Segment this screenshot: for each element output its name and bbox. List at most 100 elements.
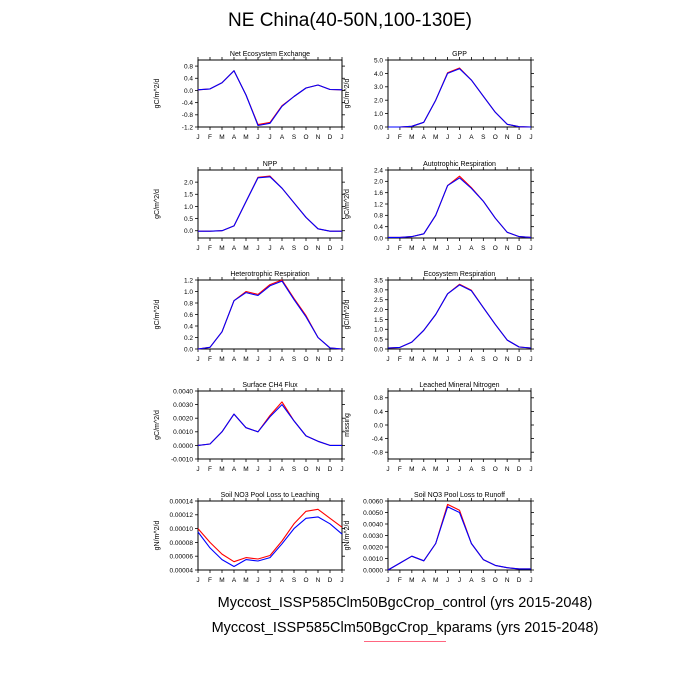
panel-5-ytick-label: 0.2 — [184, 335, 193, 342]
panel-4-xtick-label: N — [505, 245, 510, 252]
panel-8-ytick-label: -0.4 — [372, 436, 384, 443]
panel-5-xtick-label: J — [340, 356, 343, 363]
panel-10-xtick-label: D — [517, 577, 522, 584]
panel-2-ytick-label: 0.0 — [374, 124, 383, 131]
panel-2-xtick-label: M — [409, 134, 414, 141]
panel-8-ylabel: missing — [344, 413, 351, 437]
panel-2-xtick-label: D — [517, 134, 522, 141]
panel-5-frame — [197, 279, 343, 350]
panel-6-ytick-label: 2.0 — [374, 307, 383, 314]
panel-2-frame — [387, 59, 532, 128]
panel-6-ylabel: gC/m^2/d — [344, 300, 351, 330]
panel-8-ytick-label: 0.0 — [374, 422, 383, 429]
panel-7-xtick-label: N — [316, 466, 321, 473]
panel-2-xtick-label: S — [481, 134, 486, 141]
panel-1-frame — [197, 59, 343, 128]
panel-5-xtick-label: A — [232, 356, 237, 363]
panel-2-xtick-label: F — [398, 134, 402, 141]
panel-2-ylabel: gC/m^2/d — [344, 79, 351, 109]
panel-8-xtick-label: N — [505, 466, 510, 473]
panel-6-frame — [387, 279, 532, 350]
panel-2-xtick-label: N — [505, 134, 510, 141]
panel-4-ytick-label: 2.0 — [374, 179, 383, 186]
panel-10-ytick-label: 0.0010 — [363, 556, 383, 563]
panel-6-xtick-label: J — [529, 356, 532, 363]
panel-4-xtick-label: J — [458, 245, 461, 252]
panel-6-ytick-label: 2.5 — [374, 297, 383, 304]
panel-9-xtick-label: S — [292, 577, 297, 584]
panel-1-xtick-label: N — [316, 134, 321, 141]
panel-5-xtick-label: S — [292, 356, 297, 363]
panel-4-frame — [387, 169, 532, 239]
panel-1-series-kparams-line — [197, 70, 343, 126]
panel-2-series-kparams-line — [388, 67, 532, 128]
panel-5-xtick-label: O — [303, 356, 308, 363]
panel-9-ytick-label: 0.00012 — [170, 512, 194, 519]
panel-2-title: GPP — [452, 51, 467, 58]
panel-8-xtick-label: J — [386, 466, 389, 473]
panel-4-title: Autotrophic Respiration — [423, 161, 496, 168]
panel-2-series-control-line — [388, 68, 532, 128]
panel-3-xtick-label: J — [196, 245, 199, 252]
panel-3-ytick-label: 0.0 — [184, 228, 193, 235]
panel-7-xtick-label: M — [243, 466, 248, 473]
panel-7-xtick-label: O — [303, 466, 308, 473]
panel-2-xtick-label: J — [458, 134, 461, 141]
panel-9-xtick-label: M — [243, 577, 248, 584]
panel-7-ytick-label: 0.0040 — [173, 388, 193, 395]
panel-2-xtick-label: O — [493, 134, 498, 141]
panel-6-ytick-label: 1.0 — [374, 327, 383, 334]
panel-6-xtick-label: N — [505, 356, 510, 363]
panel-7-ytick-label: 0.0030 — [173, 402, 193, 409]
panel-6-ytick-label: 0.0 — [374, 346, 383, 353]
panel-5-series-kparams-line — [197, 279, 343, 350]
panel-10-xtick-label: S — [481, 577, 486, 584]
panel-3-xtick-label: J — [268, 245, 271, 252]
panel-1-xtick-label: A — [280, 134, 285, 141]
panel-10-ytick-label: 0.0060 — [363, 498, 383, 505]
panel-1-xtick-label: O — [303, 134, 308, 141]
panel-5-ytick-label: 0.8 — [184, 300, 193, 307]
panel-8-xtick-label: F — [398, 466, 402, 473]
panel-2-xtick-label: A — [422, 134, 427, 141]
panel-5-xtick-label: A — [280, 356, 285, 363]
panel-5-xtick-label: M — [219, 356, 224, 363]
panel-1-xtick-label: J — [256, 134, 259, 141]
panel-10-ytick-label: 0.0020 — [363, 544, 383, 551]
panel-1-xtick-label: F — [208, 134, 212, 141]
panel-9-xtick-label: F — [208, 577, 212, 584]
panel-4-xtick-label: D — [517, 245, 522, 252]
panel-6-xtick-label: J — [446, 356, 449, 363]
panel-5-xtick-label: M — [243, 356, 248, 363]
panel-2-ytick-label: 1.0 — [374, 111, 383, 118]
panel-1-xtick-label: S — [292, 134, 297, 141]
panel-4-xtick-label: O — [493, 245, 498, 252]
panel-6-xtick-label: J — [458, 356, 461, 363]
panel-4-xtick-label: M — [409, 245, 414, 252]
panel-2-xtick-label: J — [446, 134, 449, 141]
panel-6-ytick-label: 1.5 — [374, 317, 383, 324]
panel-10-xtick-label: N — [505, 577, 510, 584]
panel-3-xtick-label: J — [256, 245, 259, 252]
panel-9-series-kparams-line — [197, 508, 343, 563]
panel-10-xtick-label: J — [446, 577, 449, 584]
panel-4-xtick-label: F — [398, 245, 402, 252]
panel-10-xtick-label: M — [433, 577, 438, 584]
panel-1-ytick-label: -0.4 — [182, 100, 194, 107]
panel-6-xtick-label: M — [433, 356, 438, 363]
panel-8-xtick-label: J — [446, 466, 449, 473]
panel-7-xtick-label: J — [340, 466, 343, 473]
panel-4-ytick-label: 0.8 — [374, 213, 383, 220]
panel-9-xtick-label: A — [232, 577, 237, 584]
panel-9-xtick-label: J — [340, 577, 343, 584]
panel-4-xtick-label: J — [386, 245, 389, 252]
panel-3-xtick-label: F — [208, 245, 212, 252]
panel-7-xtick-label: A — [232, 466, 237, 473]
panel-5-ylabel: gC/m^2/d — [154, 300, 161, 330]
panel-4-ytick-label: 0.4 — [374, 224, 383, 231]
panel-5-title: Heterotrophic Respiration — [230, 271, 309, 278]
panel-5-xtick-label: N — [316, 356, 321, 363]
panel-3-series-control-line — [198, 176, 342, 232]
panel-8-ytick-label: 0.4 — [374, 409, 383, 416]
panel-10-xtick-label: O — [493, 577, 498, 584]
